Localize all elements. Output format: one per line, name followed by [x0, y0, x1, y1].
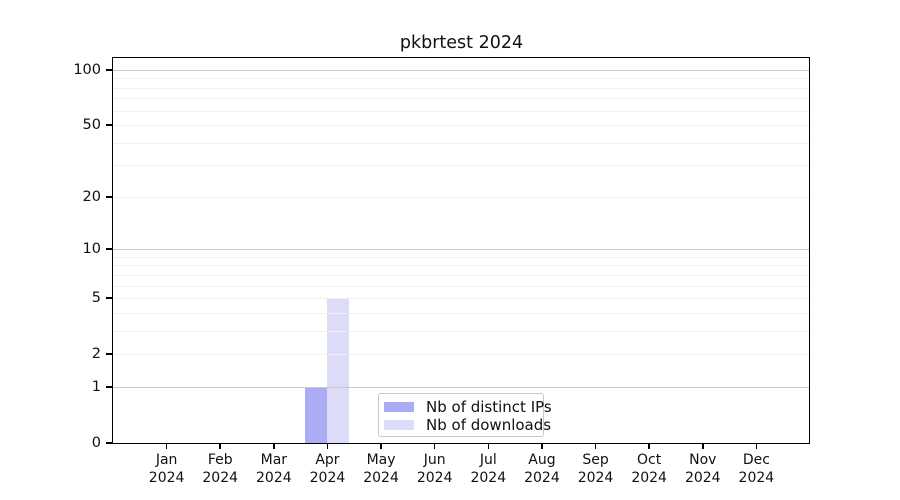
x-tick-mark [433, 443, 436, 449]
minor-gridline [113, 312, 810, 314]
x-tick-label: Jan 2024 [135, 451, 199, 487]
x-tick-year: 2024 [256, 470, 292, 486]
y-tick-mark [106, 196, 113, 198]
minor-gridline [113, 110, 810, 112]
x-tick-year: 2024 [202, 470, 239, 486]
y-tick-mark [106, 442, 113, 444]
x-tick-month: Aug [528, 452, 556, 468]
y-tick-label: 5 [91, 290, 101, 307]
minor-gridline [113, 98, 810, 100]
x-tick-month: Jul [479, 452, 497, 468]
minor-gridline [113, 330, 810, 332]
x-tick-mark [326, 443, 329, 449]
legend-item-downloads: Nb of downloads [384, 416, 551, 434]
x-tick-month: Jan [155, 452, 178, 468]
x-tick-mark [755, 443, 758, 449]
bar-distinct-ips [305, 386, 328, 443]
x-tick-mark [165, 443, 168, 449]
x-tick-year: 2024 [524, 470, 560, 486]
plot-border [112, 57, 810, 444]
x-tick-mark [380, 443, 382, 449]
minor-gridline [113, 142, 810, 144]
x-tick-mark [219, 443, 222, 449]
major-gridline [113, 386, 810, 388]
x-tick-mark [701, 443, 704, 449]
x-tick-label: Mar 2024 [242, 451, 306, 487]
y-tick-label: 50 [82, 117, 101, 134]
major-gridline [113, 69, 810, 71]
x-tick-month: Feb [207, 452, 233, 468]
x-tick-label: Sep 2024 [564, 451, 628, 487]
x-tick-year: 2024 [631, 470, 667, 486]
legend-item-distinct-ips: Nb of distinct IPs [384, 398, 552, 416]
x-tick-year: 2024 [684, 470, 721, 486]
x-tick-year: 2024 [363, 470, 399, 486]
y-tick-label: 100 [73, 61, 101, 78]
x-tick-month: Sep [582, 452, 609, 468]
x-tick-label: Aug 2024 [510, 451, 574, 487]
legend: Nb of distinct IPs Nb of downloads [378, 393, 552, 437]
minor-gridline [113, 265, 810, 267]
minor-gridline [113, 78, 810, 80]
x-tick-year: 2024 [309, 470, 346, 486]
legend-swatch-downloads [384, 420, 414, 430]
legend-label-distinct-ips: Nb of distinct IPs [426, 398, 552, 416]
minor-gridline [113, 354, 810, 356]
minor-gridline [113, 165, 810, 167]
x-tick-month: May [366, 452, 396, 468]
legend-label-downloads: Nb of downloads [426, 416, 552, 434]
y-tick-mark [106, 297, 113, 299]
x-tick-label: Apr 2024 [295, 451, 359, 487]
x-tick-month: Jun [423, 452, 446, 468]
x-tick-month: Oct [637, 452, 662, 468]
minor-gridline [113, 125, 810, 127]
minor-gridline [113, 256, 810, 258]
x-tick-label: May 2024 [349, 451, 413, 487]
x-tick-label: Nov 2024 [671, 451, 735, 487]
y-tick-mark [106, 386, 113, 388]
x-tick-year: 2024 [577, 470, 614, 486]
y-tick-label: 2 [91, 346, 101, 363]
x-tick-month: Mar [260, 452, 288, 468]
y-tick-mark [106, 124, 113, 126]
x-tick-year: 2024 [416, 470, 453, 486]
x-tick-label: Oct 2024 [617, 451, 681, 487]
x-tick-mark [541, 443, 543, 449]
y-tick-label: 10 [82, 241, 101, 258]
y-tick-mark [106, 248, 113, 250]
minor-gridline [113, 285, 810, 287]
x-tick-mark [594, 443, 597, 449]
x-tick-month: Dec [742, 452, 770, 468]
x-tick-month: Nov [689, 452, 717, 468]
x-tick-year: 2024 [470, 470, 507, 486]
legend-swatch-distinct-ips [384, 402, 414, 412]
x-tick-label: Dec 2024 [724, 451, 788, 487]
x-tick-label: Jun 2024 [403, 451, 467, 487]
y-tick-mark [106, 69, 113, 71]
major-gridline [113, 249, 810, 251]
y-tick-label: 1 [91, 378, 101, 395]
minor-gridline [113, 274, 810, 276]
y-tick-label: 0 [91, 435, 101, 451]
minor-gridline [113, 87, 810, 89]
minor-gridline [113, 298, 810, 300]
x-tick-month: Apr [315, 452, 340, 468]
x-tick-mark [273, 443, 275, 449]
x-tick-label: Feb 2024 [188, 451, 252, 487]
x-tick-mark [648, 443, 650, 449]
x-tick-year: 2024 [738, 470, 775, 486]
chart-title: pkbrtest 2024 [399, 33, 524, 53]
y-tick-label: 20 [82, 188, 101, 205]
minor-gridline [113, 196, 810, 198]
x-tick-mark [487, 443, 490, 449]
x-tick-label: Jul 2024 [456, 451, 520, 487]
x-tick-year: 2024 [148, 470, 185, 486]
bar-downloads [327, 298, 350, 443]
y-tick-mark [106, 353, 113, 355]
